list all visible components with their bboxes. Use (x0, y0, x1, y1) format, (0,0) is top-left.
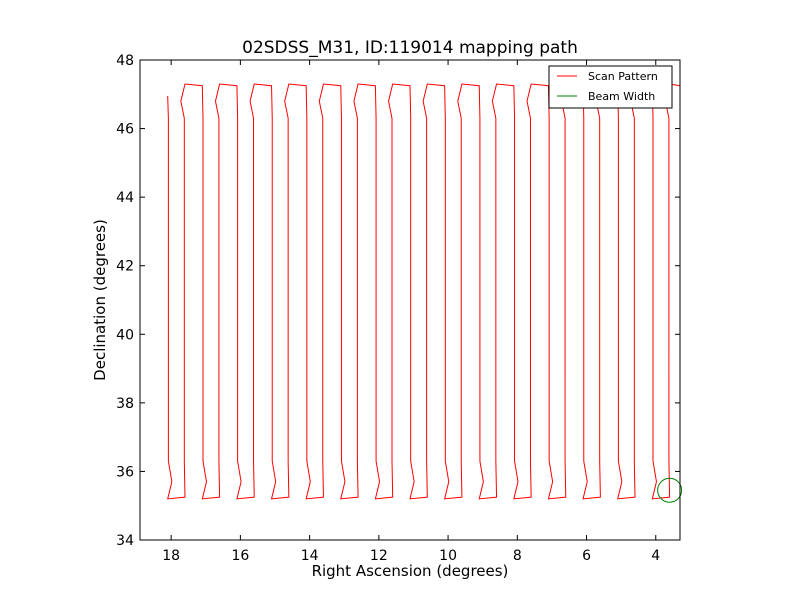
legend: Scan Pattern Beam Width (548, 65, 673, 109)
x-tick-label: 18 (162, 548, 180, 564)
y-tick-label: 34 (116, 533, 134, 549)
plot-area (140, 60, 680, 540)
y-tick-label: 48 (116, 53, 134, 69)
x-tick-label: 14 (301, 548, 319, 564)
x-tick-label: 4 (651, 548, 660, 564)
x-axis-label: Right Ascension (degrees) (312, 562, 509, 580)
y-tick-label: 46 (116, 122, 134, 138)
legend-label-beam-width: Beam Width (588, 90, 655, 103)
x-tick-label: 12 (370, 548, 388, 564)
x-tick-label: 10 (439, 548, 457, 564)
y-tick-label: 42 (116, 259, 134, 275)
legend-label-scan-pattern: Scan Pattern (588, 70, 658, 83)
y-tick-label: 40 (116, 327, 134, 343)
x-tick-label: 8 (513, 548, 522, 564)
legend-box (548, 65, 673, 109)
chart-title: 02SDSS_M31, ID:119014 mapping path (242, 38, 578, 58)
axes-background (140, 60, 680, 540)
x-tick-label: 16 (231, 548, 249, 564)
y-axis-label: Declination (degrees) (91, 219, 109, 381)
y-tick-label: 36 (116, 464, 134, 480)
x-tick-label: 6 (582, 548, 591, 564)
y-tick-label: 38 (116, 396, 134, 412)
y-tick-label: 44 (116, 190, 134, 206)
beam-width-circle (657, 477, 683, 503)
axes-frame (139, 59, 681, 541)
ticks: 18 16 14 12 10 8 6 4 34 36 38 40 42 44 46 48 (116, 53, 680, 564)
